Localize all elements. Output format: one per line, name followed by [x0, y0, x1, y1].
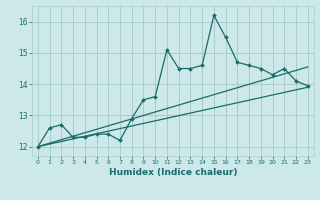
- X-axis label: Humidex (Indice chaleur): Humidex (Indice chaleur): [108, 168, 237, 177]
